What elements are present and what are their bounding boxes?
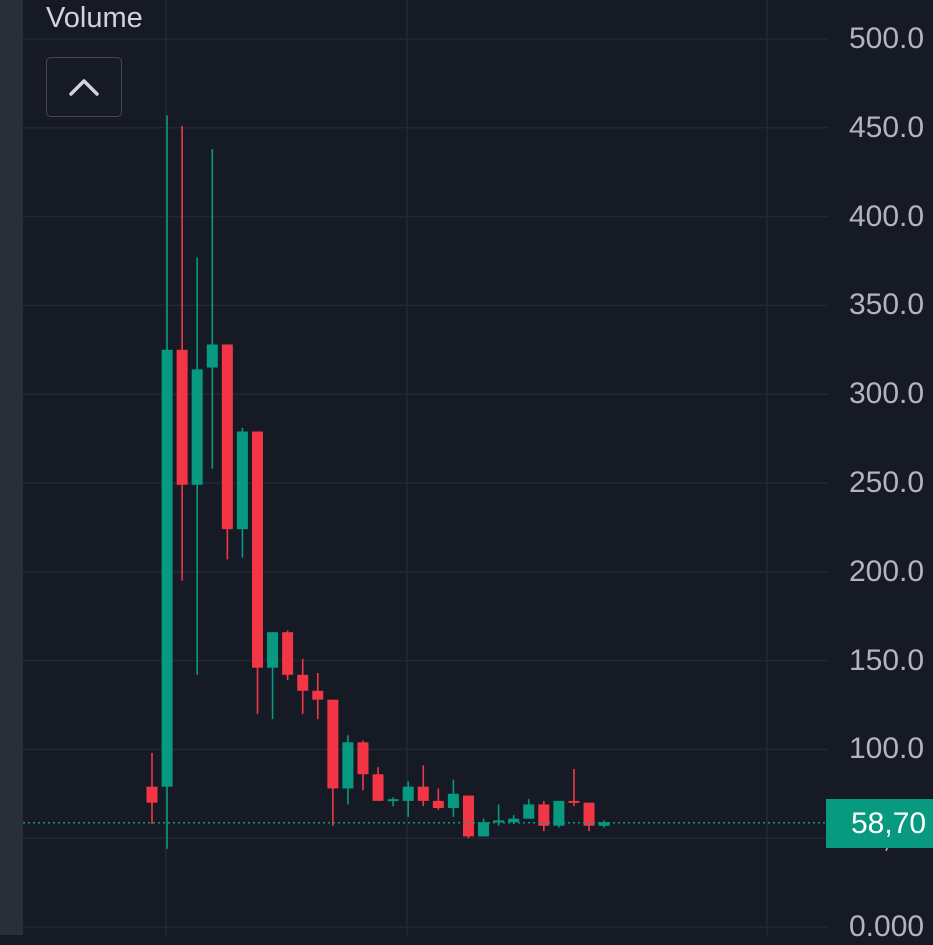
- y-tick-label: 450.0: [849, 110, 925, 144]
- candle-body: [432, 800, 444, 809]
- y-tick-label: 150.0: [849, 643, 925, 677]
- candle: [327, 699, 339, 826]
- candle: [146, 752, 158, 824]
- legend-title: Volume: [46, 2, 143, 34]
- candle: [372, 767, 384, 801]
- candle: [523, 799, 535, 819]
- candle-body: [372, 774, 384, 801]
- candle: [282, 630, 294, 681]
- candle-body: [342, 742, 354, 789]
- candle: [553, 800, 565, 828]
- candle-body: [357, 742, 369, 775]
- candle-body: [568, 800, 580, 803]
- candle: [583, 802, 595, 832]
- candle: [538, 800, 550, 832]
- candle-body: [598, 822, 610, 826]
- candle-body: [297, 674, 309, 691]
- candle-body: [146, 786, 158, 803]
- y-tick-label: 100.0: [849, 732, 925, 766]
- y-tick-label: 400.0: [849, 199, 925, 233]
- candle: [236, 427, 248, 558]
- y-tick-label: 200.0: [849, 554, 925, 588]
- candle-body: [206, 344, 218, 368]
- candle-body: [462, 795, 474, 837]
- candle: [417, 765, 429, 807]
- candle-body: [176, 349, 188, 485]
- candle-body: [267, 632, 279, 668]
- candle: [251, 431, 263, 714]
- candle: [568, 768, 580, 807]
- candle-body: [282, 632, 294, 675]
- left-toolbar-edge: [0, 0, 23, 935]
- candle: [342, 735, 354, 805]
- candle: [447, 779, 459, 817]
- candle: [267, 632, 279, 720]
- candle-body: [327, 699, 339, 789]
- candle: [357, 740, 369, 791]
- candle-body: [538, 804, 550, 826]
- candle: [478, 818, 490, 837]
- y-tick-label: 500.0: [849, 22, 925, 55]
- candle: [387, 797, 399, 807]
- candle-body: [447, 793, 459, 809]
- candle-body: [478, 822, 490, 837]
- candle-body: [583, 802, 595, 826]
- candle-body: [161, 349, 173, 787]
- candle-body: [312, 690, 324, 700]
- candles: [146, 115, 610, 849]
- collapse-button[interactable]: [46, 57, 122, 117]
- y-tick-label: 250.0: [849, 466, 925, 499]
- candle: [598, 820, 610, 828]
- candle: [432, 788, 444, 810]
- candle-body: [387, 799, 399, 802]
- candle: [312, 673, 324, 720]
- candle-body: [523, 804, 535, 819]
- candle: [402, 781, 414, 817]
- candle-body: [493, 820, 505, 823]
- candle: [221, 344, 233, 560]
- candle-body: [251, 431, 263, 668]
- y-tick-label: 0.000: [849, 910, 925, 943]
- candle-body: [417, 786, 429, 801]
- current-price-tag: 58,70: [826, 799, 933, 848]
- candle: [161, 115, 173, 849]
- candle-body: [236, 431, 248, 530]
- candle: [206, 149, 218, 469]
- chevron-up-icon: [69, 79, 99, 96]
- candle-body: [221, 344, 233, 530]
- candle: [191, 257, 203, 675]
- candle-body: [553, 800, 565, 826]
- candle-body: [508, 818, 520, 823]
- candle-body: [191, 369, 203, 485]
- candle: [297, 658, 309, 714]
- y-tick-label: 300.0: [849, 377, 925, 411]
- candle: [462, 795, 474, 839]
- candle-body: [402, 786, 414, 801]
- candle: [176, 126, 188, 581]
- y-tick-label: 350.0: [849, 288, 925, 322]
